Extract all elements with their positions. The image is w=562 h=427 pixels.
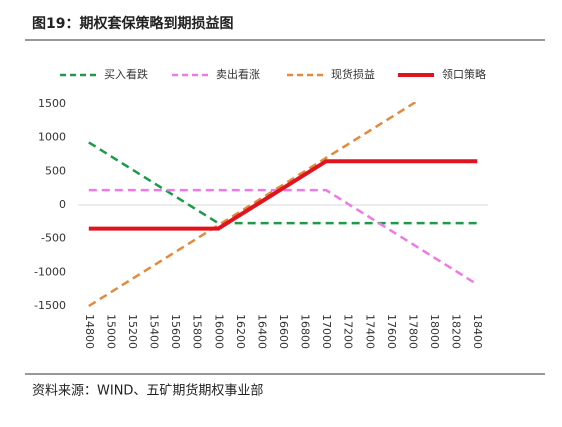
x-tick-label: 15200 bbox=[126, 314, 139, 349]
x-tick-label: 15800 bbox=[191, 314, 204, 349]
x-tick-label: 17600 bbox=[385, 314, 398, 349]
y-tick-label: 1500 bbox=[38, 97, 66, 110]
y-tick-label: -1000 bbox=[34, 265, 66, 278]
x-tick-label: 15600 bbox=[169, 314, 182, 349]
x-tick-label: 17000 bbox=[320, 314, 333, 349]
x-tick-label: 15000 bbox=[104, 314, 117, 349]
series-line bbox=[88, 102, 419, 308]
y-tick-label: -500 bbox=[41, 232, 66, 245]
x-tick-label: 16800 bbox=[299, 314, 312, 349]
x-tick-label: 14800 bbox=[83, 314, 96, 349]
x-tick-label: 16200 bbox=[234, 314, 247, 349]
legend-label: 现货损益 bbox=[331, 67, 375, 81]
legend-label: 卖出看涨 bbox=[216, 67, 260, 81]
x-tick-label: 16400 bbox=[255, 314, 268, 349]
x-tick-label: 18200 bbox=[450, 314, 463, 349]
legend-label: 领口策略 bbox=[442, 67, 486, 81]
source: 资料来源：WIND、五矿期货期权事业部 bbox=[32, 383, 263, 399]
series-line bbox=[88, 141, 478, 225]
x-tick-label: 15400 bbox=[148, 314, 161, 349]
chart-title: 图19：期权套保策略到期损益图 bbox=[32, 15, 233, 32]
x-tick-label: 18000 bbox=[428, 314, 441, 349]
x-tick-label: 17800 bbox=[406, 314, 419, 349]
legend-label: 买入看跌 bbox=[104, 67, 148, 81]
plot-area bbox=[88, 102, 478, 308]
series-line bbox=[88, 188, 478, 286]
x-tick-label: 17400 bbox=[363, 314, 376, 349]
y-tick-label: 1000 bbox=[38, 131, 66, 144]
y-tick-label: 500 bbox=[45, 164, 66, 177]
x-tick-label: 16600 bbox=[277, 314, 290, 349]
x-tick-label: 17200 bbox=[342, 314, 355, 349]
x-tick-label: 18400 bbox=[471, 314, 484, 349]
y-tick-label: -1500 bbox=[34, 299, 66, 312]
x-tick-label: 16000 bbox=[212, 314, 225, 349]
series-line bbox=[88, 159, 478, 231]
y-tick-label: 0 bbox=[59, 198, 66, 211]
